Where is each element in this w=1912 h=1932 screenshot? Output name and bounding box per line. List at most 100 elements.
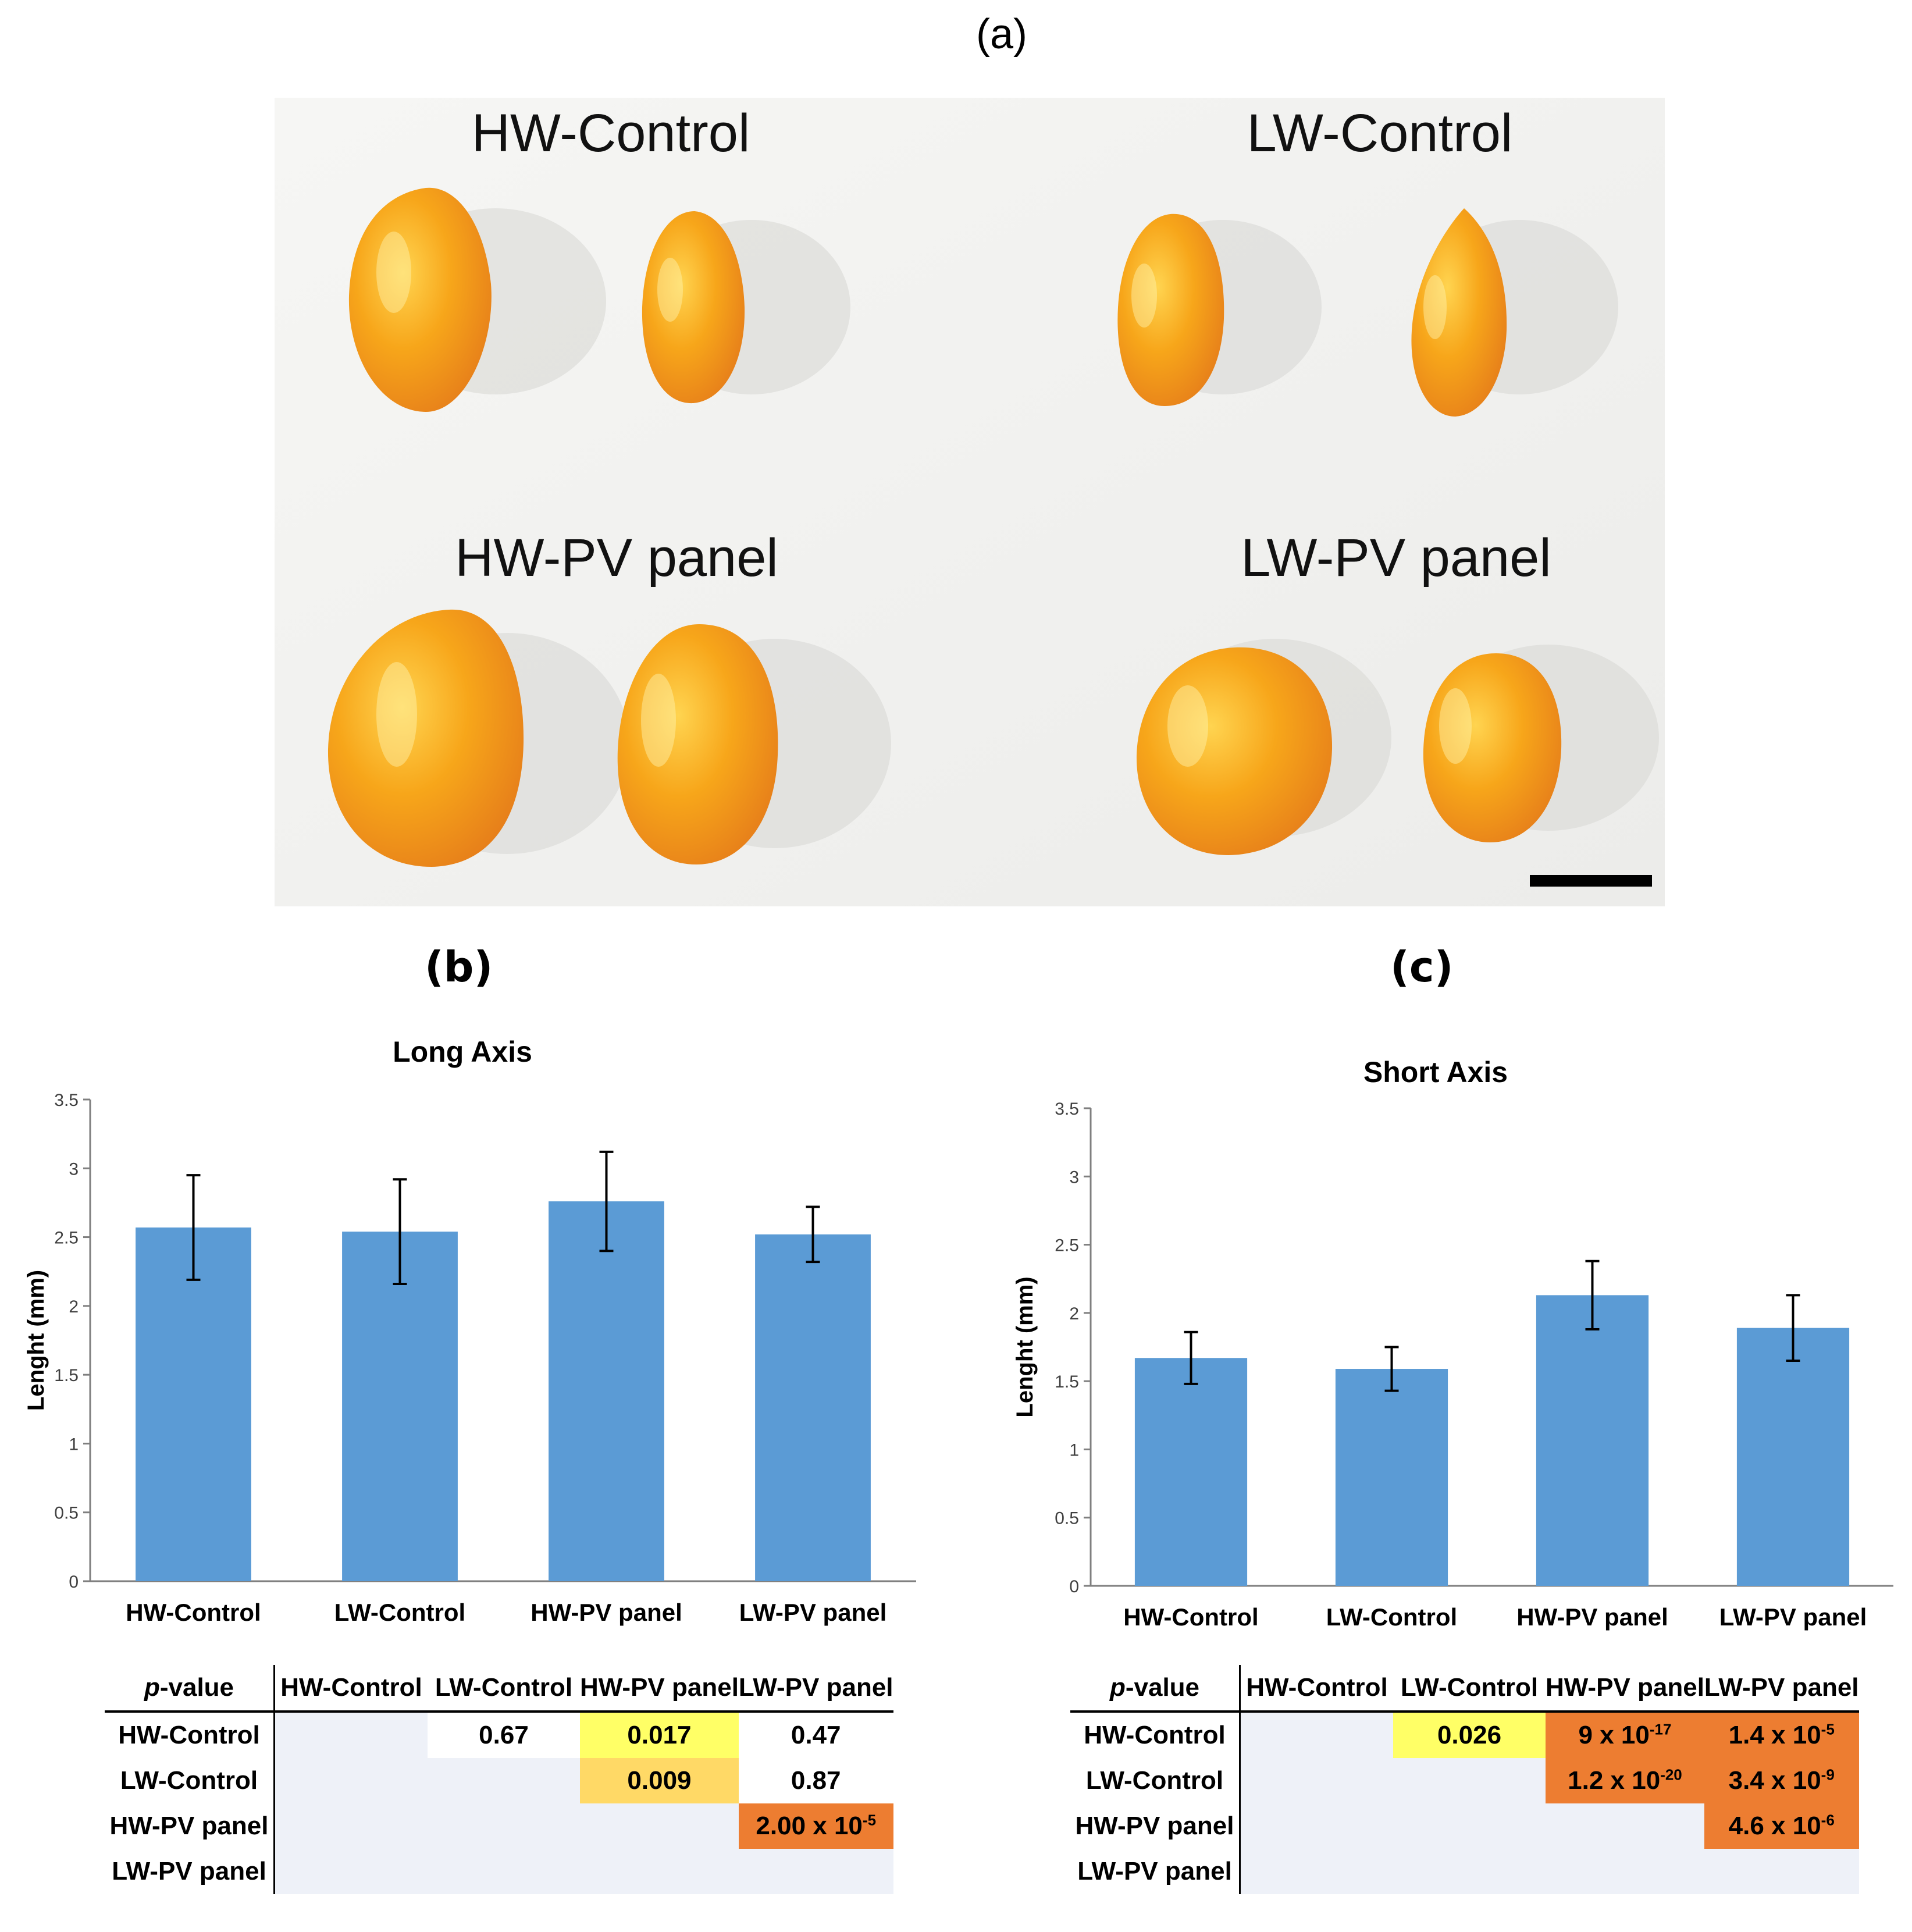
chart-title: Long Axis — [393, 1036, 532, 1068]
pvalue-text: 3.4 x 10 — [1728, 1766, 1821, 1795]
photo-label-lw-pv-panel: LW-PV panel — [1241, 528, 1551, 588]
y-tick-label: 2.5 — [54, 1229, 79, 1248]
pvalue-cell — [1393, 1849, 1546, 1894]
pvalue-cell: 4.6 x 10-6 — [1704, 1803, 1859, 1849]
pvalue-exponent: -9 — [1821, 1766, 1835, 1784]
pvalue-exponent: -5 — [1821, 1720, 1835, 1738]
bar-lw-pv-panel — [1736, 1328, 1850, 1586]
pvalue-cell — [1546, 1803, 1704, 1849]
pvalue-header: p-value — [105, 1665, 275, 1713]
y-tick-label: 0.5 — [1055, 1509, 1079, 1528]
pvalue-cell: 1.2 x 10-20 — [1546, 1758, 1704, 1803]
y-tick-label: 2 — [69, 1297, 79, 1317]
pvalue-text: 1.2 x 10 — [1568, 1766, 1661, 1795]
pvalue-text: 4.6 x 10 — [1728, 1812, 1821, 1840]
pvalue-cell — [273, 1712, 428, 1758]
bar-lw-control — [342, 1232, 458, 1581]
y-tick-label: 3.5 — [54, 1091, 79, 1110]
bar-hw-control — [136, 1227, 251, 1581]
bar-hw-control — [1134, 1358, 1248, 1586]
pvalue-cell — [1239, 1712, 1393, 1758]
pvalue-cell: 2.00 x 10-5 — [738, 1803, 893, 1849]
bar-hw-pv-panel — [549, 1201, 664, 1581]
pvalue-exponent: -20 — [1660, 1766, 1682, 1784]
table-row: HW-Control 0.67 0.017 0.47 — [105, 1712, 893, 1758]
fruit-hw-pv-panel-1 — [327, 609, 524, 867]
column-header: LW-Control — [428, 1665, 580, 1713]
pvalue-text: 9 x 10 — [1578, 1721, 1650, 1749]
bar-lw-pv-panel — [755, 1234, 871, 1581]
y-tick-label: 1.5 — [54, 1366, 79, 1385]
pvalue-cell: 0.47 — [738, 1712, 893, 1758]
pvalue-header-rest: -value — [1125, 1673, 1200, 1702]
short-axis-chart: Short Axis Lenght (mm) 0 0.5 1 1.5 2 2.5 3 3.5 HW-… — [1012, 1056, 1893, 1631]
pvalue-cell: 0.026 — [1393, 1712, 1546, 1758]
pvalue-text: 2.00 x 10 — [756, 1812, 863, 1840]
column-header: LW-PV panel — [738, 1665, 893, 1713]
x-tick-label: LW-Control — [1326, 1603, 1457, 1631]
row-header: HW-Control — [118, 1721, 260, 1749]
pvalue-text: 0.017 — [627, 1721, 692, 1749]
y-tick-label: 0 — [1069, 1577, 1079, 1596]
pvalue-cell — [1239, 1849, 1393, 1894]
column-header: HW-PV panel — [580, 1665, 739, 1713]
fruit-hw-pv-panel-2 — [617, 624, 778, 864]
photo-label-hw-pv-panel: HW-PV panel — [455, 528, 778, 588]
pvalue-cell: 0.67 — [428, 1712, 580, 1758]
x-tick-label: HW-PV panel — [530, 1599, 682, 1626]
pvalue-cell — [738, 1849, 893, 1894]
pvalue-cell: 1.4 x 10-5 — [1704, 1712, 1859, 1758]
y-tick-label: 3 — [1069, 1168, 1079, 1187]
pvalue-text: 0.87 — [791, 1766, 841, 1795]
table-row: LW-PV panel — [1070, 1849, 1859, 1894]
row-header: HW-Control — [1084, 1721, 1226, 1749]
fruit-hw-control-2 — [642, 211, 745, 404]
photo-label-hw-control: HW-Control — [472, 104, 750, 163]
bar-lw-control — [1335, 1369, 1448, 1586]
y-tick-label: 2 — [1069, 1304, 1079, 1323]
column-header: LW-Control — [1393, 1665, 1546, 1713]
pvalue-cell — [273, 1758, 428, 1803]
pvalue-cell: 0.87 — [738, 1758, 893, 1803]
pvalue-cell: 0.017 — [580, 1712, 739, 1758]
pvalue-cell — [1393, 1803, 1546, 1849]
y-axis-label: Lenght (mm) — [23, 1270, 49, 1411]
x-tick-label: LW-Control — [334, 1599, 465, 1626]
panel-label-b: (b) — [425, 942, 493, 991]
y-tick-label: 1.5 — [1055, 1372, 1079, 1392]
photo-label-lw-control: LW-Control — [1247, 104, 1513, 163]
long-axis-chart: Long Axis Lenght (mm) 0 0.5 1 1.5 2 2.5 3 3.5 HW-C… — [23, 1036, 916, 1626]
panel-label-a: (a) — [976, 11, 1027, 58]
row-header: HW-PV panel — [109, 1812, 269, 1840]
table-row: HW-PV panel 4.6 x 10-6 — [1070, 1803, 1859, 1849]
pvalue-cell — [1704, 1849, 1859, 1894]
x-tick-label: HW-Control — [126, 1599, 261, 1626]
table-row: LW-PV panel — [105, 1849, 893, 1894]
fruit-lw-control-2 — [1411, 208, 1507, 417]
x-tick-label: HW-Control — [1123, 1603, 1258, 1631]
pvalue-text: 0.009 — [627, 1766, 692, 1795]
short-axis-pvalue-table: p-value HW-Control LW-Control HW-PV panel LW… — [1070, 1665, 1859, 1894]
fruit-lw-control-1 — [1117, 214, 1224, 406]
row-header: LW-PV panel — [112, 1857, 266, 1885]
bar-hw-pv-panel — [1536, 1295, 1649, 1586]
y-tick-label: 3.5 — [1055, 1100, 1079, 1119]
y-tick-label: 1 — [1069, 1440, 1079, 1460]
x-tick-label: LW-PV panel — [1719, 1603, 1867, 1631]
scale-bar — [1530, 875, 1652, 887]
pvalue-cell — [580, 1849, 739, 1894]
pvalue-text: 0.67 — [479, 1721, 529, 1749]
pvalue-cell — [1393, 1758, 1546, 1803]
pvalue-header: p-value — [1070, 1665, 1240, 1713]
pvalue-cell — [428, 1849, 580, 1894]
y-tick-label: 0.5 — [54, 1504, 79, 1523]
table-row: LW-Control 0.009 0.87 — [105, 1758, 893, 1803]
pvalue-cell — [428, 1803, 580, 1849]
y-axis-label: Lenght (mm) — [1012, 1276, 1038, 1417]
chart-title: Short Axis — [1363, 1056, 1508, 1088]
pvalue-header-p: p — [1109, 1673, 1126, 1702]
pvalue-cell — [1239, 1803, 1393, 1849]
fruit-photo: HW-Control LW-Control HW-PV panel LW-PV … — [275, 98, 1665, 906]
pvalue-cell — [273, 1803, 428, 1849]
pvalue-exponent: -17 — [1649, 1720, 1672, 1738]
